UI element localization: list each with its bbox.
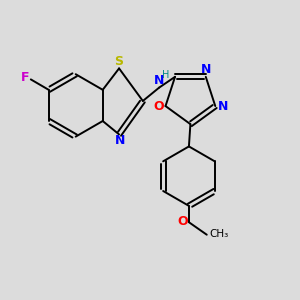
Text: CH₃: CH₃ — [210, 229, 229, 239]
Text: O: O — [154, 100, 164, 112]
Text: N: N — [218, 100, 228, 112]
Text: N: N — [116, 134, 126, 147]
Text: O: O — [178, 215, 188, 228]
Text: H: H — [162, 70, 169, 80]
Text: S: S — [115, 56, 124, 68]
Text: F: F — [21, 71, 30, 84]
Text: N: N — [201, 63, 211, 76]
Text: N: N — [154, 74, 164, 87]
